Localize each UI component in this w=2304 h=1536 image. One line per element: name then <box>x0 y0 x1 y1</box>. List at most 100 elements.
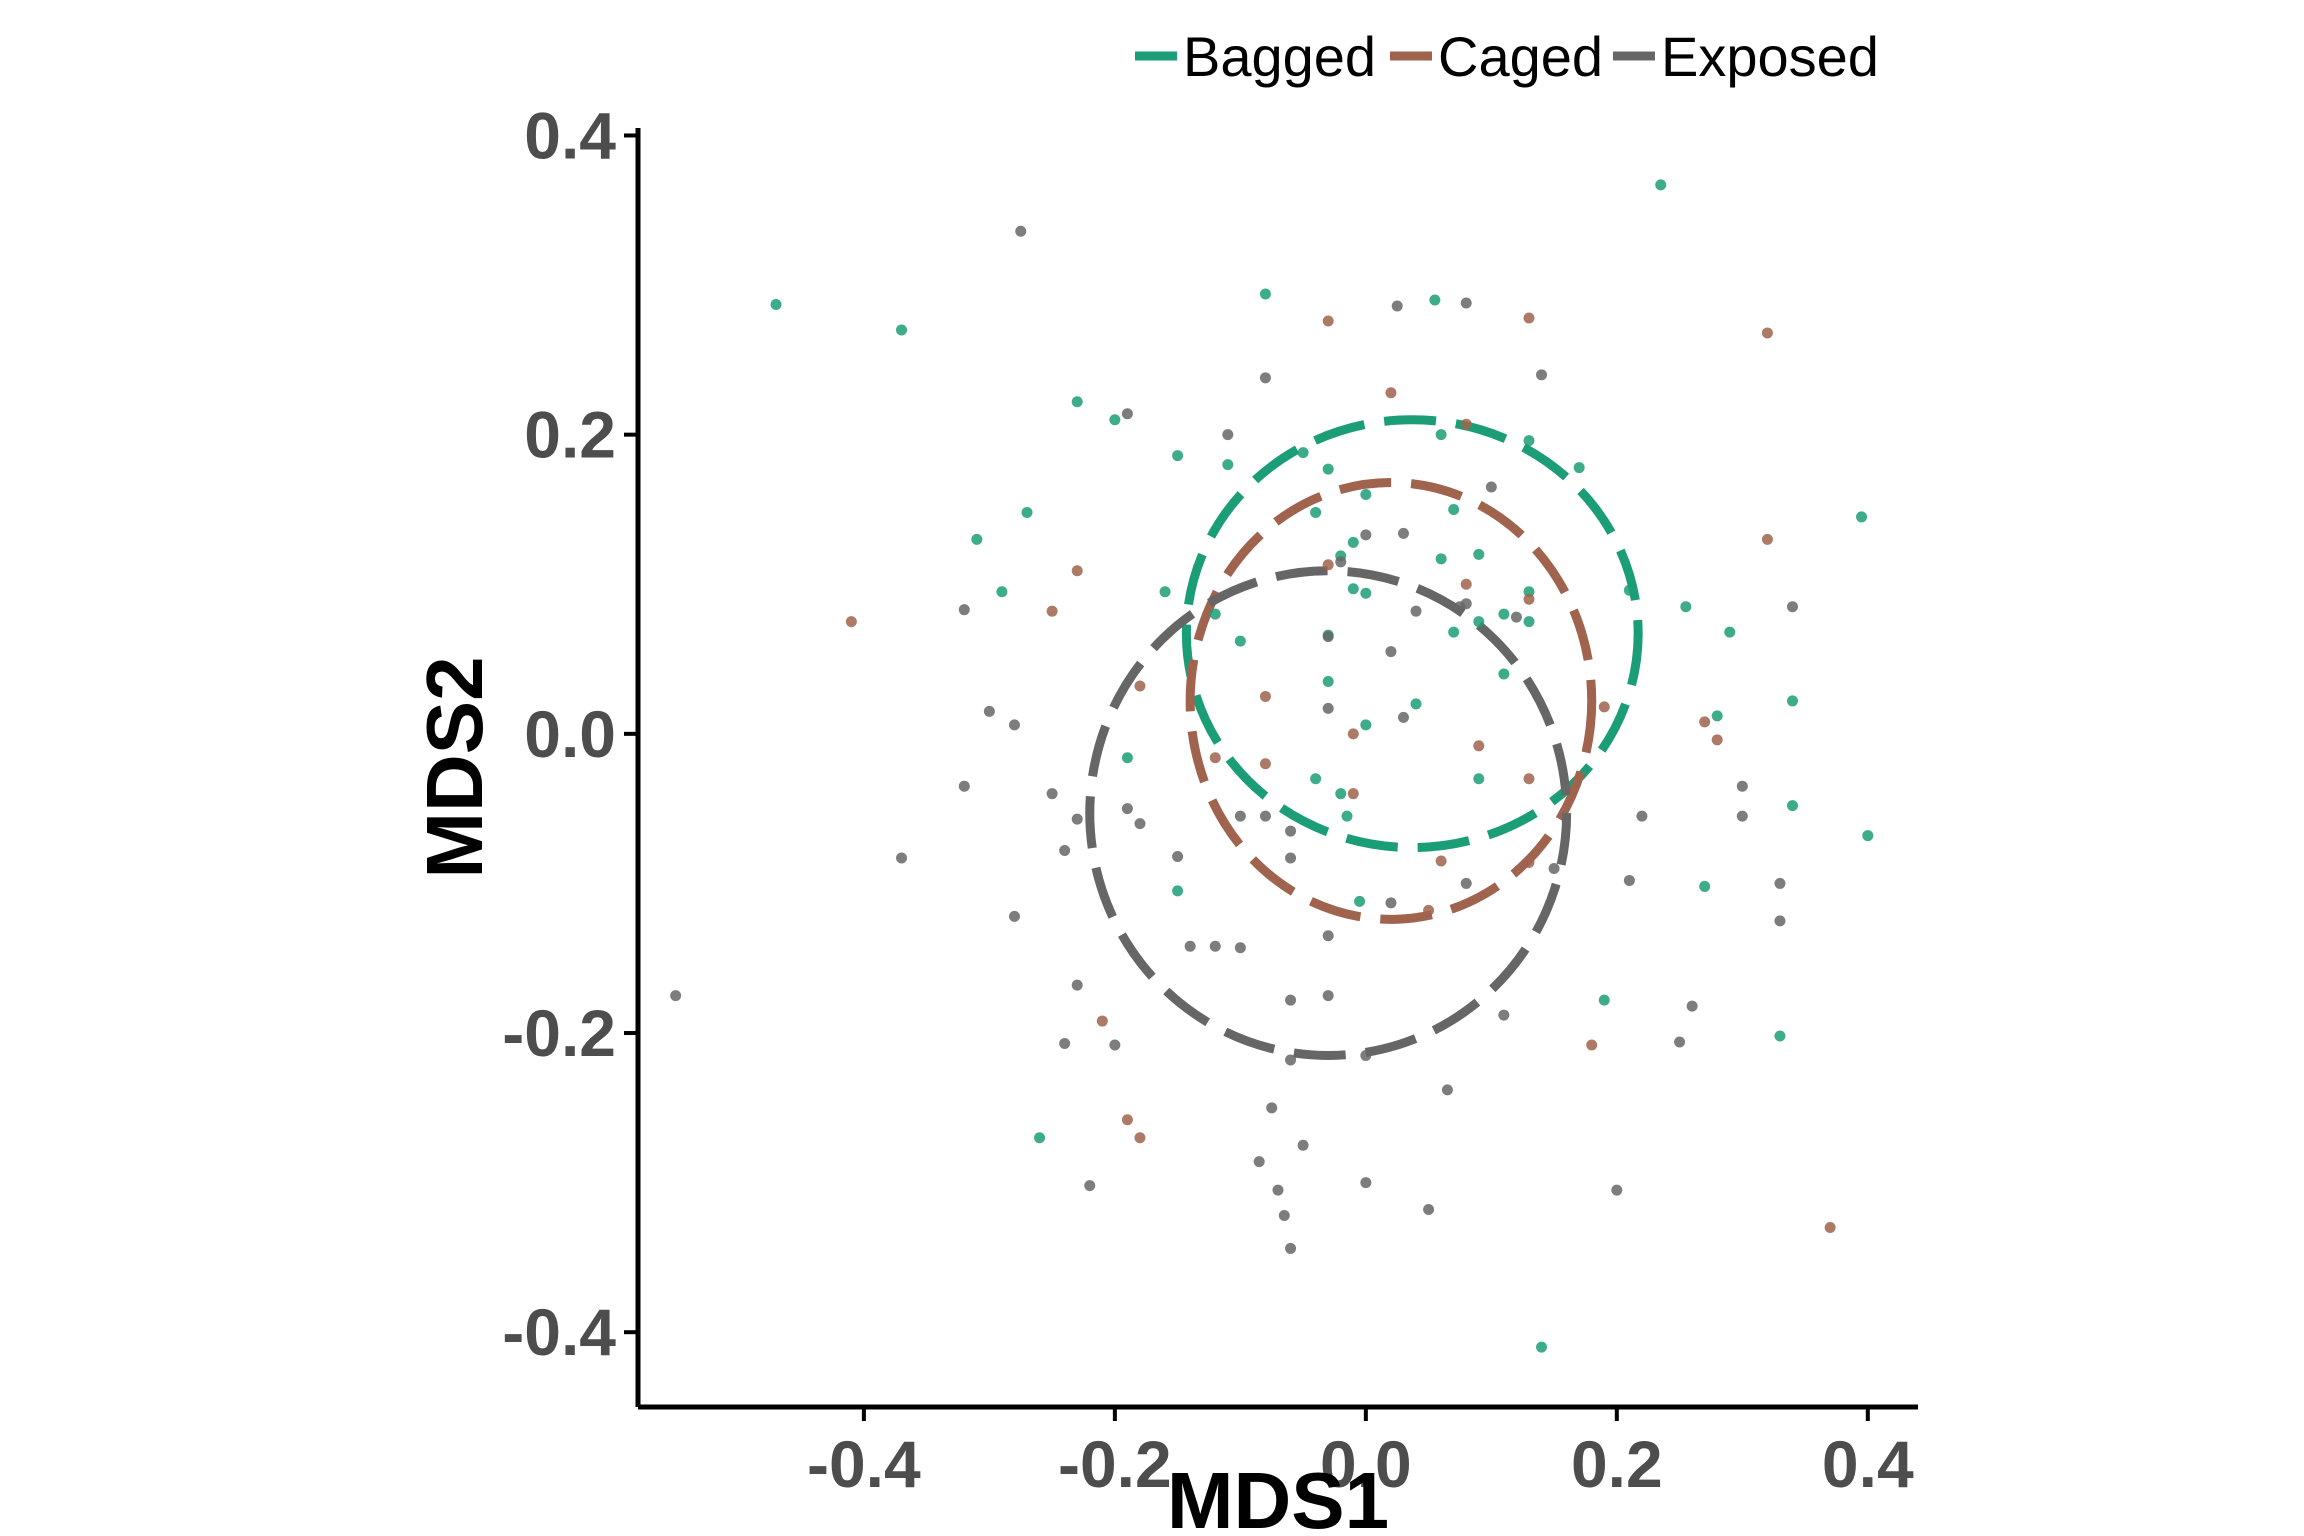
point-caged <box>1523 856 1535 868</box>
point-bagged <box>1498 668 1510 680</box>
point-exposed <box>1322 631 1334 643</box>
point-bagged <box>1429 294 1441 306</box>
point-exposed <box>1360 529 1372 541</box>
point-bagged <box>1209 608 1221 620</box>
point-bagged <box>1172 450 1184 462</box>
series-exposed <box>670 225 1799 1254</box>
point-exposed <box>1485 481 1497 493</box>
point-caged <box>1259 690 1271 702</box>
point-bagged <box>1310 506 1322 518</box>
point-exposed <box>1046 788 1058 800</box>
point-caged <box>1699 716 1711 728</box>
point-bagged <box>1360 587 1372 599</box>
point-bagged <box>1862 830 1874 842</box>
point-bagged <box>1259 288 1271 300</box>
point-bagged <box>1623 584 1635 596</box>
point-bagged <box>1159 586 1171 598</box>
point-exposed <box>1121 803 1133 815</box>
point-bagged <box>1222 459 1234 471</box>
point-exposed <box>958 780 970 792</box>
point-exposed <box>1084 1180 1096 1192</box>
point-exposed <box>1360 1049 1372 1061</box>
point-exposed <box>1787 601 1799 613</box>
point-exposed <box>1498 1009 1510 1021</box>
point-bagged <box>1341 810 1353 822</box>
y-axis-title: MDS2 <box>410 656 499 878</box>
point-exposed <box>1059 845 1071 857</box>
point-exposed <box>1121 408 1133 420</box>
point-exposed <box>1460 598 1472 610</box>
point-exposed <box>958 604 970 616</box>
point-caged <box>1586 1039 1598 1051</box>
point-exposed <box>1285 994 1297 1006</box>
point-exposed <box>1623 874 1635 886</box>
x-ticks: -0.4 -0.2 0.0 0.2 0.4 <box>807 1407 1914 1501</box>
ellipse-layer <box>1085 415 1643 1060</box>
x-tick-label: 0.0 <box>1320 1427 1412 1501</box>
point-exposed <box>983 705 995 717</box>
y-tick-label: 0.0 <box>524 697 616 771</box>
point-exposed <box>1234 942 1246 954</box>
point-caged <box>1347 788 1359 800</box>
y-tick-label: 0.2 <box>524 398 616 472</box>
point-bagged <box>1109 414 1121 426</box>
point-exposed <box>1285 1242 1297 1254</box>
point-exposed <box>1360 1177 1372 1189</box>
legend-label-exposed: Exposed <box>1661 25 1879 88</box>
point-bagged <box>1234 635 1246 647</box>
point-exposed <box>1322 990 1334 1002</box>
point-exposed <box>1391 300 1403 312</box>
point-exposed <box>1184 940 1196 952</box>
point-exposed <box>1278 1210 1290 1222</box>
x-tick-label: 0.2 <box>1571 1427 1663 1501</box>
point-exposed <box>1736 810 1748 822</box>
y-ticks: -0.4 -0.2 0.0 0.2 0.4 <box>502 98 638 1369</box>
point-bagged <box>996 586 1008 598</box>
legend-label-caged: Caged <box>1438 25 1603 88</box>
point-exposed <box>1686 1000 1698 1012</box>
point-exposed <box>1536 369 1548 381</box>
point-exposed <box>1441 1084 1453 1096</box>
point-exposed <box>1266 1102 1278 1114</box>
point-bagged <box>1410 698 1422 710</box>
point-bagged <box>1473 616 1485 628</box>
series-caged <box>845 312 1836 1233</box>
point-exposed <box>1636 810 1648 822</box>
legend-item-exposed: Exposed <box>1613 25 1879 88</box>
point-bagged <box>1856 511 1868 523</box>
point-bagged <box>1473 773 1485 785</box>
point-exposed <box>1259 810 1271 822</box>
point-bagged <box>1523 435 1535 447</box>
point-caged <box>1071 565 1083 577</box>
legend-label-bagged: Bagged <box>1183 25 1376 88</box>
point-bagged <box>1774 1030 1786 1042</box>
point-exposed <box>1285 825 1297 837</box>
point-caged <box>845 616 857 628</box>
x-tick-label: -0.2 <box>1058 1427 1172 1501</box>
point-bagged <box>1498 608 1510 620</box>
point-exposed <box>1774 877 1786 889</box>
point-bagged <box>1680 601 1692 613</box>
point-caged <box>1046 605 1058 617</box>
points-layer <box>670 179 1874 1353</box>
point-bagged <box>1034 1132 1046 1144</box>
point-exposed <box>1134 818 1146 830</box>
point-bagged <box>1699 880 1711 892</box>
y-tick-label: -0.4 <box>502 1295 616 1369</box>
point-exposed <box>1234 810 1246 822</box>
point-caged <box>1121 1114 1133 1126</box>
x-axis-title: MDS1 <box>1167 1456 1389 1536</box>
point-exposed <box>1410 605 1422 617</box>
point-bagged <box>1360 488 1372 500</box>
point-caged <box>1259 758 1271 770</box>
point-caged <box>1460 418 1472 430</box>
point-exposed <box>670 990 682 1002</box>
series-bagged <box>770 179 1874 1353</box>
point-exposed <box>1222 429 1234 441</box>
point-exposed <box>1071 813 1083 825</box>
point-bagged <box>896 324 908 336</box>
point-bagged <box>1322 463 1334 475</box>
y-tick-label: 0.4 <box>524 98 616 172</box>
